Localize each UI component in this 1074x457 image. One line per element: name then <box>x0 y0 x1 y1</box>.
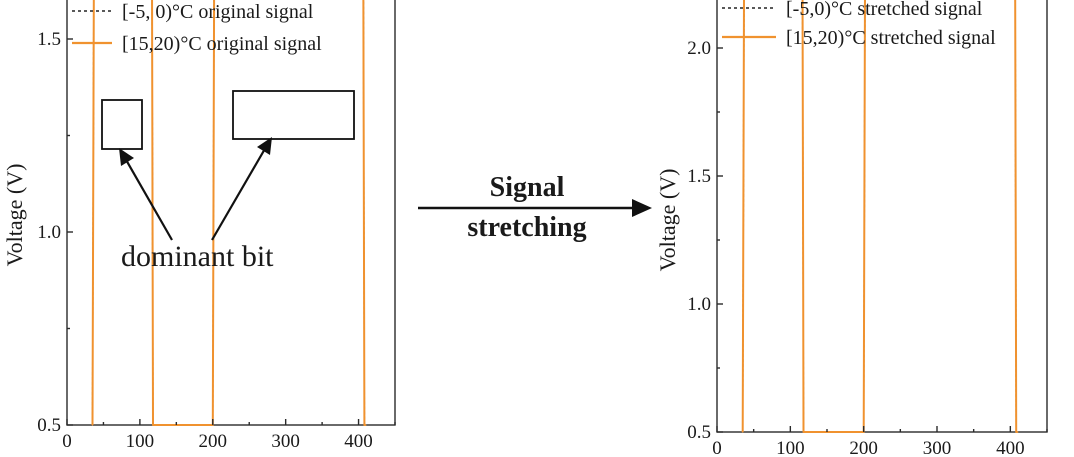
right-y-tick-label: 2.0 <box>687 38 711 59</box>
left-x-tick-label: 300 <box>271 431 300 452</box>
left-series-2-point <box>365 424 367 426</box>
dominant-bit-arrowhead-1 <box>119 148 134 166</box>
right-series-2-point <box>742 431 744 433</box>
left-x-ticks: 0 100 200 300 400 <box>62 419 396 452</box>
left-series-2-point <box>152 424 154 426</box>
left-legend-label-1: [-5, 0)°C original signal <box>122 1 314 23</box>
right-y-tick-label: 1.5 <box>687 166 711 187</box>
dominant-bit-arrowhead-2 <box>257 137 272 155</box>
dominant-bit-box-2 <box>232 90 355 140</box>
right-plot-frame <box>716 0 1048 433</box>
right-y-tick-label: 1.0 <box>687 294 711 315</box>
right-x-tick-label: 300 <box>923 438 952 457</box>
right-x-tick-label: 400 <box>996 438 1025 457</box>
right-series-2-point <box>804 431 806 433</box>
right-x-tick-label: 200 <box>849 438 878 457</box>
dominant-bit-label: dominant bit <box>121 240 274 273</box>
right-series-2-point <box>1015 431 1017 433</box>
left-series-2-point <box>153 424 156 426</box>
left-series-2-point <box>363 424 365 426</box>
stretching-label-line-2: stretching <box>467 212 586 243</box>
stretching-label-line-1: Signal <box>490 172 565 203</box>
dominant-bit-arrow-2 <box>211 146 267 241</box>
left-x-tick-label: 0 <box>62 431 72 452</box>
right-series-group <box>741 0 1019 433</box>
left-series-group <box>91 0 367 426</box>
left-y-tick-label: 0.5 <box>37 415 61 436</box>
right-x-tick-label: 0 <box>712 438 722 457</box>
right-y-tick-label: 0.5 <box>687 422 711 443</box>
left-x-tick-label: 400 <box>344 431 373 452</box>
right-series-2-point <box>1017 431 1019 433</box>
right-series-2-point <box>802 431 805 433</box>
left-x-tick-label: 200 <box>199 431 228 452</box>
left-series-2-point <box>91 424 94 426</box>
left-y-tick-label: 1.0 <box>37 222 61 243</box>
stretching-arrowhead <box>632 199 652 217</box>
right-y-axis-label: Voltage (V) <box>655 169 680 272</box>
right-x-ticks: 0 100 200 300 400 <box>712 426 1048 457</box>
left-y-ticks: 0.51.01.52.02.5 <box>37 29 73 436</box>
right-legend-label-2: [15,20)°C stretched signal <box>786 27 996 49</box>
dominant-bit-arrow-1 <box>124 157 173 241</box>
right-x-tick-label: 100 <box>776 438 805 457</box>
right-y-ticks: 0.51.01.52.02.53.03.5 <box>687 38 723 443</box>
right-legend-label-1: [-5,0)°C stretched signal <box>786 0 983 20</box>
stretching-arrow-group: Signal stretching <box>418 172 652 243</box>
left-y-tick-label: 1.5 <box>37 29 61 50</box>
left-y-axis-label: Voltage (V) <box>2 164 27 267</box>
right-series-1-line <box>742 0 1018 433</box>
left-legend-label-2: [15,20)°C original signal <box>122 33 322 55</box>
right-series-2-line <box>741 0 1018 433</box>
left-plot-frame <box>66 0 396 426</box>
left-series-2-line <box>91 0 366 426</box>
left-x-tick-label: 100 <box>126 431 155 452</box>
dominant-bit-box-1 <box>101 99 143 150</box>
